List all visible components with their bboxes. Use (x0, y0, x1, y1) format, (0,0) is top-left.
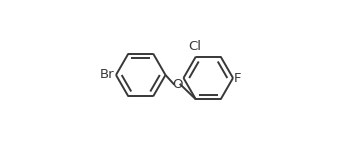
Text: Cl: Cl (189, 40, 202, 53)
Text: O: O (172, 78, 182, 91)
Text: F: F (234, 72, 242, 84)
Text: Br: Br (100, 69, 115, 81)
